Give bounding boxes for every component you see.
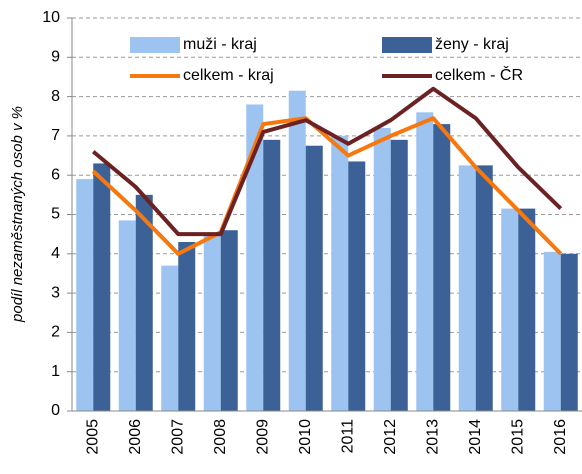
y-tick-label: 5 [51,206,60,223]
bar [203,234,221,411]
bar [373,128,391,412]
x-tick-label: 2006 [127,419,144,455]
bar [305,145,323,411]
bar [475,165,493,411]
bar [331,135,349,411]
bar [135,194,153,411]
line [91,116,563,256]
bar [118,220,136,411]
line [91,86,563,237]
x-tick-label: 2015 [509,419,526,455]
bar [543,251,561,411]
x-tick-label: 2005 [84,419,101,455]
y-tick-label: 0 [51,402,60,419]
bar [390,139,408,411]
legend-label: ženy - kraj [435,36,509,53]
y-tick-label: 6 [51,166,60,183]
bar [220,230,238,411]
legend-swatch [382,37,432,53]
legend-swatch [130,37,180,53]
x-tick-label: 2010 [297,419,314,455]
bar [433,124,451,412]
bar [560,253,578,411]
y-tick-label: 4 [51,245,60,262]
y-tick-label: 3 [51,284,60,301]
x-tick-label: 2008 [212,419,229,455]
x-tick-label: 2012 [382,419,399,455]
x-tick-label: 2014 [467,419,484,455]
bar [76,179,94,411]
y-tick-label: 10 [42,9,60,26]
x-tick-label: 2007 [169,419,186,455]
bar [416,112,434,411]
bar [288,90,306,411]
y-tick-label: 8 [51,88,60,105]
y-tick-label: 1 [51,363,60,380]
x-tick-label: 2009 [254,419,271,455]
bar [501,208,519,411]
y-tick-label: 9 [51,49,60,66]
legend-label: muži - kraj [183,36,257,53]
bar [518,208,536,411]
bar [246,104,264,412]
bar [458,165,476,411]
bar [93,163,111,411]
y-tick-label: 7 [51,127,60,144]
x-tick-label: 2011 [339,419,356,454]
legend-label: celkem - kraj [183,67,274,84]
bar [161,265,179,411]
x-tick-label: 2013 [424,419,441,455]
y-axis-label: podíl nezaměstnaných osob v % [9,106,26,323]
x-tick-label: 2016 [552,419,569,455]
legend-label: celkem - ČR [435,65,523,84]
y-tick-label: 2 [51,324,60,341]
bar [263,139,281,411]
bar [348,161,366,411]
bar [178,242,196,411]
